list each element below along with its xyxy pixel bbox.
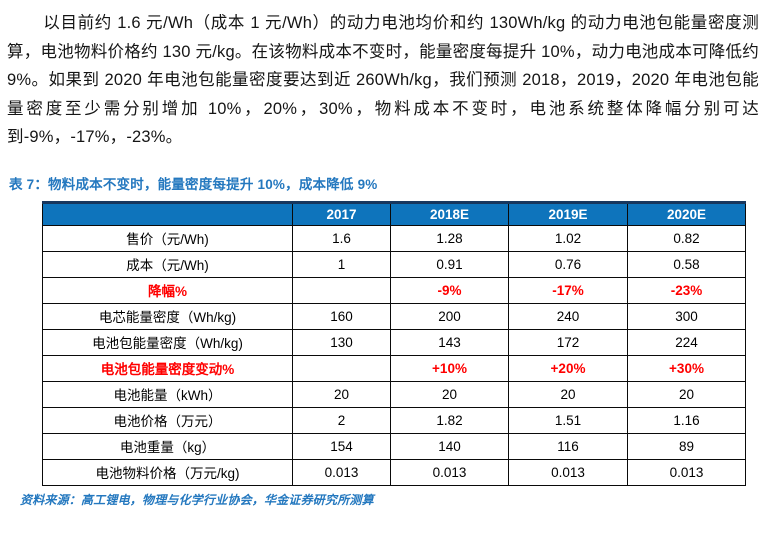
table-cell: 1.02: [508, 224, 628, 252]
table-row: 电池包能量密度（Wh/kg) 130 143 172 224: [42, 328, 746, 356]
table-cell: 89: [627, 432, 746, 460]
header-cell-year: 2017: [292, 200, 391, 226]
row-label: 电池包能量密度（Wh/kg): [42, 328, 293, 356]
table-cell: 0.013: [390, 458, 509, 486]
table-cell: [292, 354, 391, 382]
table-row: 电池包能量密度变动% +10% +20% +30%: [42, 354, 746, 382]
table-cell: 20: [292, 380, 391, 408]
header-cell-label-column: [42, 200, 293, 226]
table-cell: 154: [292, 432, 391, 460]
table-cell: 20: [390, 380, 509, 408]
table-cell: 0.58: [627, 250, 746, 278]
table-cell: 20: [627, 380, 746, 408]
table-cell: 1.28: [390, 224, 509, 252]
table-row: 电池物料价格（万元/kg) 0.013 0.013 0.013 0.013: [42, 458, 746, 486]
table-cell: 240: [508, 302, 628, 330]
table-row: 电池能量（kWh） 20 20 20 20: [42, 380, 746, 408]
table-cell: 224: [627, 328, 746, 356]
header-cell-year: 2020E: [627, 200, 746, 226]
table-cell: 1.51: [508, 406, 628, 434]
row-label: 电池价格（万元）: [42, 406, 293, 434]
table-cell: 172: [508, 328, 628, 356]
table-cell: 0.013: [627, 458, 746, 486]
row-label: 降幅%: [42, 276, 293, 304]
table-cell: 1: [292, 250, 391, 278]
header-cell-year: 2018E: [390, 200, 509, 226]
table-cell: 1.82: [390, 406, 509, 434]
table-cell: 116: [508, 432, 628, 460]
row-label: 电池能量（kWh）: [42, 380, 293, 408]
table-cell: 20: [508, 380, 628, 408]
table-row: 电池价格（万元） 2 1.82 1.51 1.16: [42, 406, 746, 434]
table-row: 电池重量（kg） 154 140 116 89: [42, 432, 746, 460]
report-page: 以目前约 1.6 元/Wh（成本 1 元/Wh）的动力电池均价和约 130Wh/…: [0, 9, 767, 508]
table-cell: 160: [292, 302, 391, 330]
table-cell: 0.76: [508, 250, 628, 278]
row-label: 电芯能量密度（Wh/kg): [42, 302, 293, 330]
table-cell: 140: [390, 432, 509, 460]
table-cell: 0.013: [508, 458, 628, 486]
row-label: 售价（元/Wh): [42, 224, 293, 252]
table-row: 降幅% -9% -17% -23%: [42, 276, 746, 304]
row-label: 电池重量（kg）: [42, 432, 293, 460]
header-cell-year: 2019E: [508, 200, 628, 226]
table-cell: [292, 276, 391, 304]
table-cell: 0.013: [292, 458, 391, 486]
table-cell: 130: [292, 328, 391, 356]
table-cell: -17%: [508, 276, 628, 304]
table-cell: +10%: [390, 354, 509, 382]
row-label: 成本（元/Wh): [42, 250, 293, 278]
table-row: 成本（元/Wh) 1 0.91 0.76 0.58: [42, 250, 746, 278]
table-cell: 0.82: [627, 224, 746, 252]
table-cell: +20%: [508, 354, 628, 382]
body-paragraph: 以目前约 1.6 元/Wh（成本 1 元/Wh）的动力电池均价和约 130Wh/…: [7, 14, 759, 146]
table-cell: 143: [390, 328, 509, 356]
table-source: 资料来源：高工锂电，物理与化学行业协会，华金证券研究所测算: [20, 492, 374, 507]
table-cell: +30%: [627, 354, 746, 382]
table-cell: 300: [627, 302, 746, 330]
table-cell: 2: [292, 406, 391, 434]
table-cell: 0.91: [390, 250, 509, 278]
table-cell: 200: [390, 302, 509, 330]
table-row: 电芯能量密度（Wh/kg) 160 200 240 300: [42, 302, 746, 330]
table-cell: 1.6: [292, 224, 391, 252]
table-cell: 1.16: [627, 406, 746, 434]
row-label: 电池包能量密度变动%: [42, 354, 293, 382]
table-cell: -23%: [627, 276, 746, 304]
data-table: 2017 2018E 2019E 2020E 售价（元/Wh) 1.6 1.28 1.02 0…: [42, 200, 746, 486]
table-cell: -9%: [390, 276, 509, 304]
row-label: 电池物料价格（万元/kg): [42, 458, 293, 486]
table-row: 售价（元/Wh) 1.6 1.28 1.02 0.82: [42, 224, 746, 252]
table-header-row: 2017 2018E 2019E 2020E: [42, 200, 746, 226]
table-title: 表 7：物料成本不变时，能量密度每提升 10%，成本降低 9%: [9, 176, 378, 192]
